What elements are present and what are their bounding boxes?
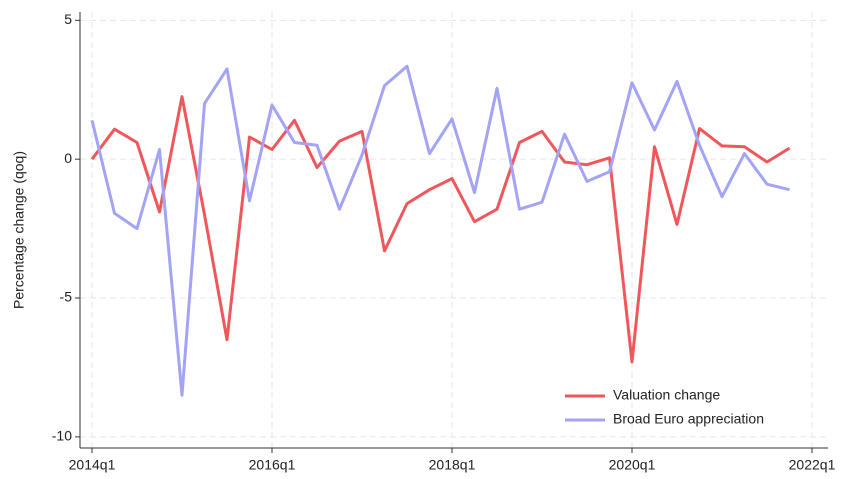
y-tick-label: -10 xyxy=(52,428,72,444)
legend-label: Valuation change xyxy=(613,387,720,403)
x-tick-label: 2016q1 xyxy=(249,457,296,473)
y-tick-label: -5 xyxy=(60,289,73,305)
x-tick-label: 2014q1 xyxy=(69,457,116,473)
x-tick-label: 2022q1 xyxy=(789,457,836,473)
y-axis-label: Percentage change (qoq) xyxy=(11,151,27,309)
x-tick-label: 2020q1 xyxy=(609,457,656,473)
line-series xyxy=(90,64,790,397)
y-tick-label: 5 xyxy=(64,11,72,27)
x-tick-label: 2018q1 xyxy=(429,457,476,473)
line-series xyxy=(90,95,791,364)
y-tick-label: 0 xyxy=(64,150,72,166)
legend-label: Broad Euro appreciation xyxy=(613,411,764,427)
